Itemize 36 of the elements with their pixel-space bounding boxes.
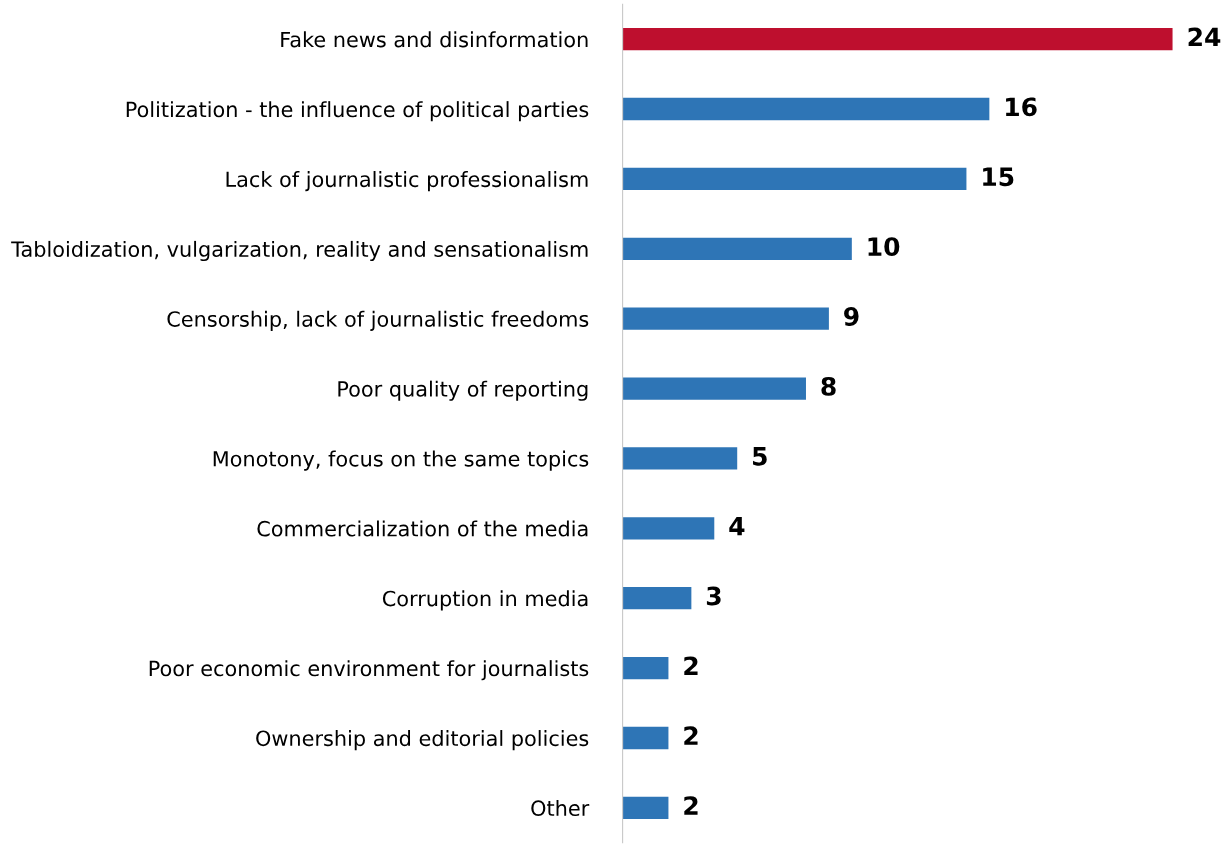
y-tick-label: Politization - the influence of political parties [126, 101, 589, 122]
y-tick-label: Poor economic environment for journalists [149, 660, 589, 681]
y-tick-label: Corruption in media [382, 590, 588, 611]
bar [622, 726, 669, 750]
data-label: 8 [821, 376, 836, 396]
y-tick-label: Ownership and editorial policies [256, 730, 589, 751]
y-tick-label: Lack of journalistic professionalism [226, 171, 588, 192]
y-tick-label: Fake news and disinformation [281, 31, 588, 48]
y-tick-label: Monotony, focus on the same topics [213, 450, 589, 471]
data-label: 16 [1006, 97, 1037, 117]
data-label: 4 [729, 516, 745, 536]
bar [622, 796, 669, 820]
bar [622, 656, 669, 680]
bar [622, 97, 990, 121]
data-label: 3 [706, 586, 721, 606]
y-tick-label: Tabloidization, vulgarization, reality and sensationalism [11, 240, 588, 262]
data-label: 10 [868, 237, 900, 257]
y-tick-label: Poor quality of reporting [338, 380, 588, 401]
y-tick-label: Other [531, 799, 590, 817]
y-tick-label: Censorship, lack of journalistic freedoms [167, 310, 589, 331]
data-label: 15 [983, 167, 1014, 187]
bar [622, 377, 806, 400]
y-tick-label: Commercialization of the media [257, 520, 588, 537]
data-label: 2 [684, 726, 698, 745]
bar [622, 167, 967, 191]
bar [622, 517, 715, 540]
bar [622, 587, 692, 610]
data-label: 9 [844, 307, 859, 326]
data-label: 2 [684, 656, 698, 675]
bar [622, 237, 852, 260]
bar [622, 307, 829, 330]
data-label: 24 [1188, 27, 1221, 47]
bar [622, 447, 738, 470]
bar [622, 27, 1173, 51]
data-label: 5 [753, 447, 767, 466]
data-label: 2 [684, 796, 698, 815]
